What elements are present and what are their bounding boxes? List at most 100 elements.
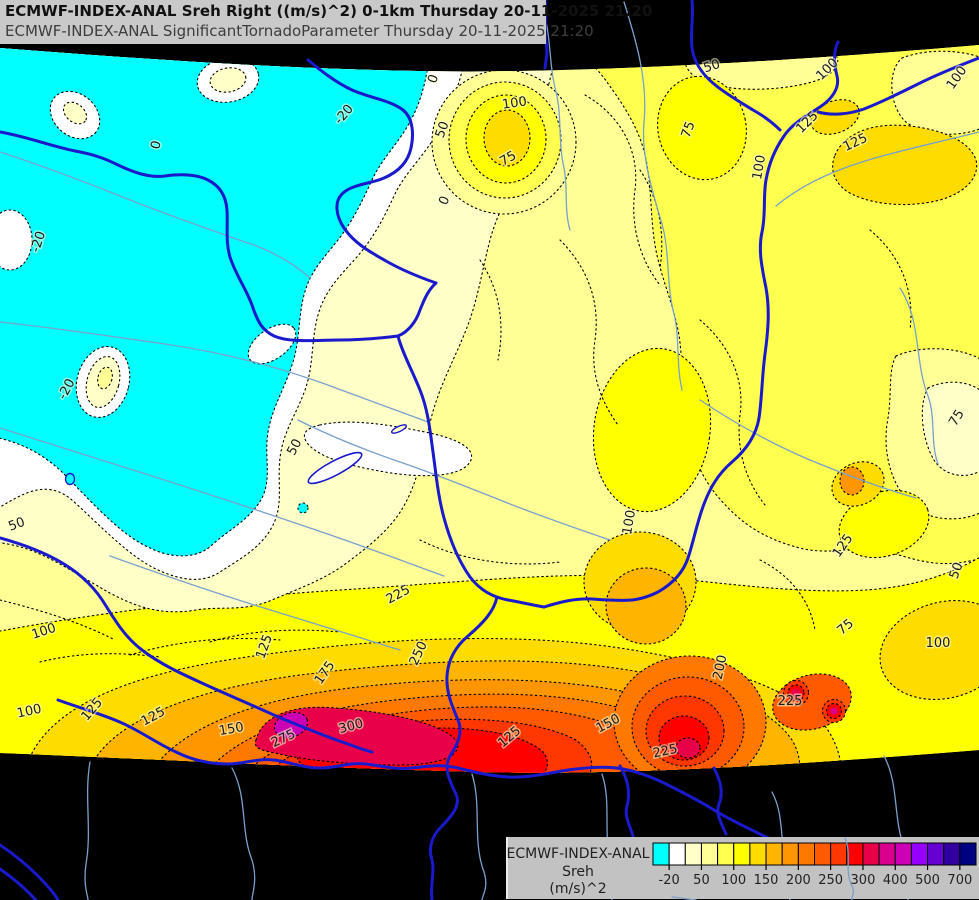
river-danube-south xyxy=(396,334,546,609)
title-line-2: ECMWF-INDEX-ANAL SignificantTornadoParam… xyxy=(5,22,594,40)
minor-river xyxy=(775,131,979,207)
colorbar-cell xyxy=(943,842,961,866)
zone-cream-se-pocket xyxy=(921,381,979,476)
minor-river xyxy=(297,419,611,541)
contour-line xyxy=(639,169,663,269)
colorbar-cell xyxy=(830,842,848,866)
colorbar-tick-label: 300 xyxy=(851,873,876,888)
river-sw-corner2 xyxy=(0,867,38,900)
island-white2 xyxy=(0,209,33,271)
river-danube-west xyxy=(0,130,400,343)
contour-value-label: 50 xyxy=(947,560,967,581)
colorbar-cell xyxy=(927,842,945,866)
zone-spot2-center xyxy=(830,707,838,715)
legend: ECMWF-INDEX-ANAL Sreh (m/s)^2 -20 50 100 15… xyxy=(506,837,979,900)
river-ne-tributary xyxy=(689,0,782,132)
colorbar-tick-label: 400 xyxy=(883,873,908,888)
island-cream1 xyxy=(62,101,88,125)
contour-line xyxy=(129,637,281,656)
river-south1 xyxy=(712,766,728,836)
max-nc-core xyxy=(483,109,531,167)
colorbar-cell xyxy=(797,842,815,866)
contour-value-label: 100 xyxy=(926,636,951,651)
colorbar-cell xyxy=(781,842,799,866)
river-south2 xyxy=(618,764,635,838)
colorbar-cell xyxy=(894,842,912,866)
colorbar-tick-label: 200 xyxy=(786,873,811,888)
island-white3 xyxy=(247,323,297,365)
colorbar-tick-label: 50 xyxy=(693,873,710,888)
minor-river xyxy=(623,1,683,391)
minor-river xyxy=(899,287,939,465)
zone-gold-se-corner xyxy=(879,600,979,700)
legend-colorbar: -20 50 100 150 200 250 300 400 500 700 xyxy=(652,842,977,888)
colorbar-cell xyxy=(717,842,735,866)
legend-left-edge xyxy=(506,837,508,899)
contour-line xyxy=(39,653,161,663)
contour-value-label: 75 xyxy=(679,119,699,140)
colorbar-tick-label: 100 xyxy=(721,873,746,888)
zone-cyan-nw xyxy=(0,45,433,557)
lake-velence xyxy=(390,424,408,434)
colorbar-cell xyxy=(959,842,977,866)
zone-pale-ne2 xyxy=(891,50,979,135)
contour-line xyxy=(209,629,341,643)
zone-gold-ne xyxy=(832,124,978,206)
island-pale5 xyxy=(97,366,113,390)
contour-value-label: 50 xyxy=(702,57,722,76)
river-danube-bend xyxy=(396,281,438,338)
contour-line xyxy=(584,94,661,286)
colorbar-cell xyxy=(814,842,832,866)
lake-balaton xyxy=(307,451,363,485)
contour-line xyxy=(869,229,912,331)
contour-value-label: 100 xyxy=(16,702,43,722)
colorbar-cell xyxy=(668,842,686,866)
title-line-1: ECMWF-INDEX-ANAL Sreh Right ((m/s)^2) 0-… xyxy=(5,2,652,20)
contour-line xyxy=(479,259,502,361)
contour-value-label: 50 xyxy=(6,515,27,535)
colorbar-cell xyxy=(846,842,864,866)
border-line xyxy=(471,773,487,900)
contour-value-label: 50 xyxy=(433,119,453,140)
river-tisza xyxy=(630,40,840,602)
zone-gold-ne2 xyxy=(810,99,860,135)
river-connector xyxy=(542,597,634,609)
island-cream4 xyxy=(209,67,247,93)
minor-river xyxy=(0,151,311,279)
contour-line xyxy=(759,559,816,631)
contour-value-label: 150 xyxy=(218,720,245,739)
zone-spot1-center xyxy=(791,688,801,698)
colorbar-tick-label: 250 xyxy=(818,873,843,888)
colorbar-cell xyxy=(733,842,751,866)
colorbar-cell xyxy=(684,842,702,866)
contour-value-label: 225 xyxy=(778,694,803,709)
contour-line xyxy=(419,539,561,565)
border-line-over-legend xyxy=(844,837,855,900)
colorbar-cell xyxy=(910,842,929,866)
river-ne-diagonal xyxy=(816,56,979,116)
contour-line xyxy=(699,319,766,506)
contour-line xyxy=(0,599,116,641)
zone-orange-spot-right xyxy=(839,466,865,496)
colorbar-tick-label: 150 xyxy=(754,873,779,888)
colorbar-cell xyxy=(700,842,719,866)
colorbar-cell xyxy=(765,842,783,866)
colorbar-cell xyxy=(878,842,896,866)
legend-parameter: Sreh xyxy=(562,864,594,880)
zone-bright-east2 xyxy=(657,75,747,181)
minor-river xyxy=(0,321,429,423)
zone-cyan-dot xyxy=(297,502,309,514)
minor-river xyxy=(0,427,445,577)
river-sw-corner1 xyxy=(0,843,60,900)
river-drava xyxy=(56,698,790,850)
contour-line xyxy=(559,239,619,426)
title-bar: ECMWF-INDEX-ANAL Sreh Right ((m/s)^2) 0-… xyxy=(0,0,652,44)
legend-title: ECMWF-INDEX-ANAL xyxy=(507,846,650,862)
colorbar-tick-label: -20 xyxy=(659,873,680,888)
colorbar-cell xyxy=(749,842,767,866)
